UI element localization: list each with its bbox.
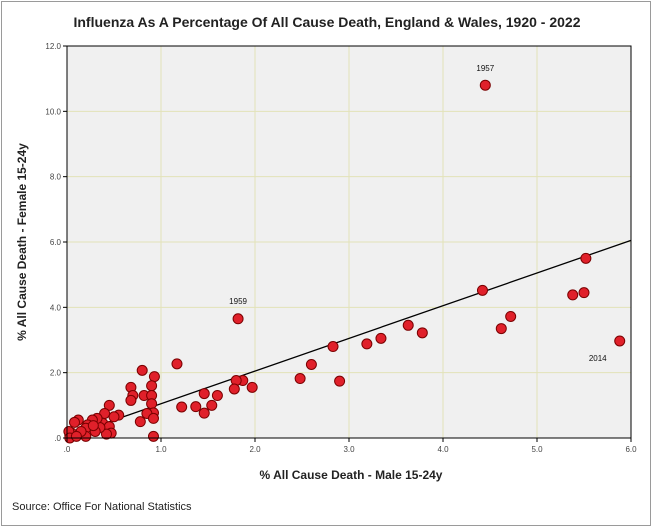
x-tick-label: .0: [64, 445, 71, 454]
point-annotation: 1957: [476, 64, 494, 73]
data-point: [87, 420, 99, 432]
source-note: Source: Office For National Statistics: [12, 501, 192, 513]
y-axis-ticks: .0 2.0 4.0 6.0 8.0 10.0 12.0: [45, 42, 67, 443]
data-point: [614, 335, 626, 347]
point-annotation: 1959: [229, 297, 247, 306]
chart-title: Influenza As A Percentage Of All Cause D…: [73, 14, 581, 30]
data-point: [479, 79, 491, 91]
data-point: [476, 284, 488, 296]
data-point: [334, 375, 346, 387]
data-point: [198, 407, 210, 419]
data-point: [146, 398, 158, 410]
data-point: [100, 428, 112, 440]
gridlines: [67, 46, 631, 438]
x-tick-label: 3.0: [343, 445, 355, 454]
point-annotation: 2014: [589, 354, 607, 363]
data-point: [305, 359, 317, 370]
data-point: [294, 373, 306, 385]
data-point: [136, 364, 148, 376]
x-axis-title: % All Cause Death - Male 15-24y: [260, 468, 443, 482]
data-point: [206, 399, 218, 411]
data-point: [567, 289, 579, 301]
data-point: [505, 310, 517, 322]
point-annotations: 1957 1959 2014: [229, 64, 607, 363]
x-tick-label: 6.0: [625, 445, 637, 454]
data-point: [495, 323, 507, 335]
data-point: [580, 252, 592, 264]
data-point: [198, 388, 210, 400]
data-point: [69, 416, 81, 428]
data-points: [63, 79, 626, 444]
regression-line: [66, 239, 632, 437]
x-tick-label: 5.0: [531, 445, 543, 454]
y-axis-title: % All Cause Death - Female 15-24y: [15, 143, 29, 341]
data-point: [232, 313, 244, 325]
data-point: [246, 381, 258, 393]
data-point: [146, 380, 158, 392]
x-tick-label: 1.0: [155, 445, 167, 454]
data-point: [361, 338, 373, 350]
data-point: [148, 371, 160, 383]
y-tick-label: 4.0: [50, 303, 62, 312]
y-tick-label: 8.0: [50, 173, 62, 182]
data-point: [171, 358, 183, 370]
data-point: [228, 383, 240, 395]
y-tick-label: .0: [54, 434, 61, 443]
data-point: [211, 390, 223, 402]
y-tick-label: 2.0: [50, 369, 62, 378]
data-point: [103, 399, 115, 411]
data-point: [416, 327, 428, 339]
data-point: [134, 416, 146, 428]
data-point: [108, 411, 120, 423]
data-point: [70, 430, 82, 442]
y-tick-label: 6.0: [50, 238, 62, 247]
data-point: [327, 341, 339, 353]
y-tick-label: 12.0: [45, 42, 61, 51]
data-point: [402, 319, 414, 331]
data-point: [176, 401, 188, 413]
data-point: [375, 332, 387, 344]
data-point: [190, 401, 202, 413]
x-tick-label: 2.0: [249, 445, 261, 454]
x-axis-ticks: .0 1.0 2.0 3.0 4.0 5.0 6.0: [64, 438, 637, 454]
data-point: [147, 412, 159, 424]
data-point: [578, 287, 590, 299]
x-tick-label: 4.0: [437, 445, 449, 454]
y-tick-label: 10.0: [45, 107, 61, 116]
data-point: [125, 394, 137, 406]
data-point: [147, 430, 159, 442]
